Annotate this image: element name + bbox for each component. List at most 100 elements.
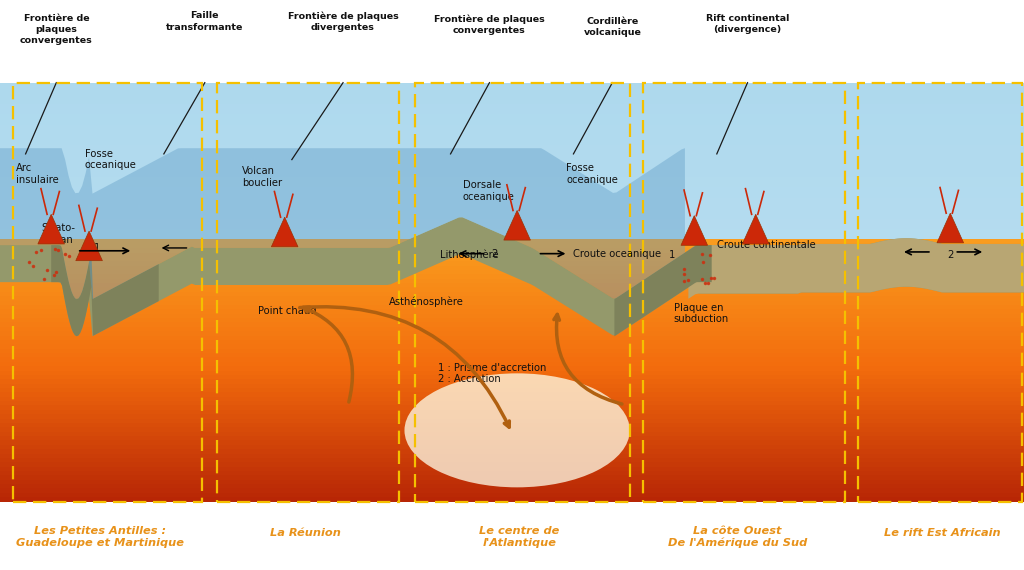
Text: Cordillère
volcanique: Cordillère volcanique xyxy=(584,17,641,37)
Polygon shape xyxy=(0,449,1024,459)
Polygon shape xyxy=(0,323,1024,327)
Polygon shape xyxy=(0,274,1024,279)
Polygon shape xyxy=(0,497,1024,502)
Text: Les Petites Antilles :
Guadeloupe et Martinique: Les Petites Antilles : Guadeloupe et Mar… xyxy=(16,526,184,548)
Polygon shape xyxy=(0,336,1024,340)
Polygon shape xyxy=(0,270,1024,274)
Polygon shape xyxy=(0,282,1024,292)
Polygon shape xyxy=(0,467,1024,471)
Polygon shape xyxy=(0,370,1024,375)
Polygon shape xyxy=(0,248,1024,253)
Polygon shape xyxy=(0,423,1024,428)
Polygon shape xyxy=(0,376,1024,386)
Bar xyxy=(13,83,202,502)
Polygon shape xyxy=(0,266,1024,270)
Polygon shape xyxy=(0,484,1024,488)
Text: 2: 2 xyxy=(947,250,953,260)
Polygon shape xyxy=(0,250,1024,260)
Text: Frontière de plaques
convergentes: Frontière de plaques convergentes xyxy=(434,14,545,35)
Polygon shape xyxy=(0,292,1024,296)
Polygon shape xyxy=(614,245,712,336)
Text: 1: 1 xyxy=(94,243,100,253)
Text: 2: 2 xyxy=(492,249,498,259)
Polygon shape xyxy=(0,310,1024,314)
Polygon shape xyxy=(0,292,1024,303)
Polygon shape xyxy=(0,83,1024,93)
Polygon shape xyxy=(0,283,1024,287)
Polygon shape xyxy=(0,418,1024,428)
Polygon shape xyxy=(0,449,1024,454)
Polygon shape xyxy=(0,104,1024,114)
Polygon shape xyxy=(0,198,1024,209)
Ellipse shape xyxy=(404,373,630,487)
Polygon shape xyxy=(0,480,1024,484)
Polygon shape xyxy=(0,188,1024,198)
Text: Dorsale
oceanique: Dorsale oceanique xyxy=(463,180,515,202)
Polygon shape xyxy=(0,166,1024,177)
Text: Fosse
oceanique: Fosse oceanique xyxy=(85,149,137,170)
Polygon shape xyxy=(0,208,1024,219)
Text: Strato-
volcan: Strato- volcan xyxy=(41,223,75,245)
Bar xyxy=(415,83,630,502)
Polygon shape xyxy=(0,305,1024,310)
Text: La Réunion: La Réunion xyxy=(269,528,341,538)
Polygon shape xyxy=(51,245,159,336)
Polygon shape xyxy=(0,431,1024,436)
Polygon shape xyxy=(0,318,1024,323)
Polygon shape xyxy=(0,441,1024,445)
Text: Le centre de
l'Atlantique: Le centre de l'Atlantique xyxy=(479,526,559,548)
Polygon shape xyxy=(0,114,1024,125)
Polygon shape xyxy=(0,470,1024,481)
Text: Plaque en
subduction: Plaque en subduction xyxy=(674,303,729,324)
Polygon shape xyxy=(0,408,1024,418)
Polygon shape xyxy=(0,260,1024,271)
Text: Arc
insulaire: Arc insulaire xyxy=(16,163,59,185)
Polygon shape xyxy=(0,414,1024,418)
Polygon shape xyxy=(681,215,708,245)
Polygon shape xyxy=(0,253,1024,257)
Text: Asthénosphère: Asthénosphère xyxy=(389,297,464,307)
Polygon shape xyxy=(0,239,1024,244)
Polygon shape xyxy=(0,428,1024,439)
Polygon shape xyxy=(0,488,1024,493)
Polygon shape xyxy=(937,213,964,243)
Text: Le rift Est Africain: Le rift Est Africain xyxy=(884,528,1000,538)
Polygon shape xyxy=(0,257,1024,261)
Text: Croute continentale: Croute continentale xyxy=(717,240,815,250)
Text: 1 : Prisme d'accretion
2 : Accretion: 1 : Prisme d'accretion 2 : Accretion xyxy=(438,363,547,384)
Polygon shape xyxy=(0,355,1024,365)
Polygon shape xyxy=(0,244,1024,248)
Polygon shape xyxy=(0,397,1024,408)
Polygon shape xyxy=(0,418,1024,423)
Text: Frontière de
plaques
convergentes: Frontière de plaques convergentes xyxy=(19,14,93,46)
Polygon shape xyxy=(0,300,1024,305)
Polygon shape xyxy=(0,365,1024,376)
Polygon shape xyxy=(0,324,1024,334)
Polygon shape xyxy=(0,313,1024,324)
Polygon shape xyxy=(0,340,1024,344)
Text: Frontière de plaques
divergentes: Frontière de plaques divergentes xyxy=(288,11,398,32)
Polygon shape xyxy=(0,240,1024,250)
Polygon shape xyxy=(504,210,530,240)
Polygon shape xyxy=(0,229,1024,240)
Polygon shape xyxy=(0,219,1024,229)
Polygon shape xyxy=(0,405,1024,410)
Polygon shape xyxy=(0,366,1024,370)
Polygon shape xyxy=(0,344,1024,355)
Bar xyxy=(217,83,399,502)
Polygon shape xyxy=(0,125,1024,135)
Text: Rift continental
(divergence): Rift continental (divergence) xyxy=(706,14,790,34)
Polygon shape xyxy=(0,156,1024,166)
Polygon shape xyxy=(0,93,1024,104)
Polygon shape xyxy=(271,217,298,247)
Polygon shape xyxy=(0,261,1024,266)
Polygon shape xyxy=(0,459,1024,470)
Polygon shape xyxy=(0,353,1024,357)
Polygon shape xyxy=(0,349,1024,353)
Polygon shape xyxy=(0,303,1024,313)
Text: Croute oceanique: Croute oceanique xyxy=(573,249,662,259)
Polygon shape xyxy=(0,145,1024,156)
Polygon shape xyxy=(0,439,1024,449)
Polygon shape xyxy=(0,388,1024,392)
Polygon shape xyxy=(0,401,1024,405)
